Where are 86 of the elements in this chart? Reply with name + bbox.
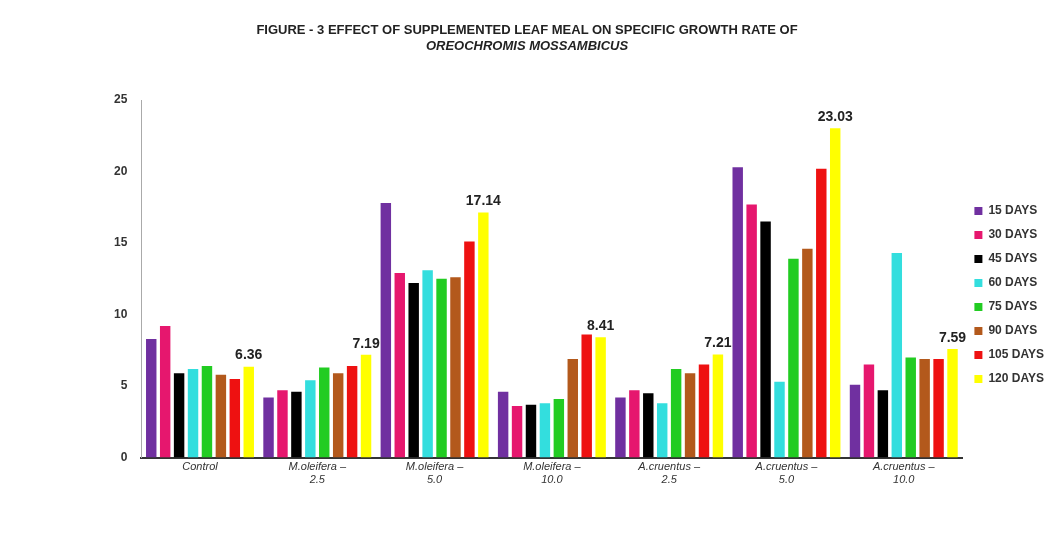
bar bbox=[877, 390, 889, 458]
bar bbox=[849, 384, 861, 458]
legend-label: 120 DAYS bbox=[988, 371, 1044, 386]
bar bbox=[263, 397, 274, 458]
bar bbox=[291, 391, 302, 458]
legend-label: 105 DAYS bbox=[988, 347, 1044, 362]
x-tick-label: M.oleifera – 2.5 bbox=[288, 460, 347, 486]
bar bbox=[891, 253, 903, 458]
legend-label: 45 DAYS bbox=[988, 251, 1038, 266]
bar bbox=[346, 366, 358, 458]
x-tick-label: M.oleifera – 5.0 bbox=[405, 460, 465, 486]
bar bbox=[408, 283, 419, 458]
bar bbox=[698, 364, 710, 458]
bar bbox=[497, 391, 509, 458]
bar bbox=[422, 270, 433, 458]
bar bbox=[511, 406, 523, 458]
data-label: 7.21 bbox=[704, 334, 732, 351]
bar bbox=[656, 403, 668, 458]
bar bbox=[802, 248, 813, 458]
bar bbox=[332, 373, 344, 458]
bar bbox=[643, 393, 654, 458]
bar bbox=[305, 380, 316, 458]
x-tick-label: A.cruentus – 2.5 bbox=[637, 460, 701, 486]
bar bbox=[215, 374, 227, 458]
bar bbox=[553, 398, 565, 458]
bar bbox=[863, 364, 875, 458]
y-tick-label: 10 bbox=[113, 306, 128, 321]
bar bbox=[788, 258, 799, 458]
bar bbox=[277, 390, 288, 458]
bar bbox=[525, 404, 537, 458]
bar bbox=[450, 277, 461, 458]
bar bbox=[243, 366, 254, 458]
bar bbox=[670, 368, 682, 458]
bar bbox=[629, 390, 640, 458]
y-tick-label: 20 bbox=[113, 163, 128, 178]
bar bbox=[201, 366, 213, 458]
bar bbox=[905, 357, 916, 458]
bar bbox=[380, 202, 392, 458]
legend-label: 30 DAYS bbox=[988, 227, 1038, 242]
bar bbox=[187, 368, 199, 458]
x-tick-label: A.cruentus – 5.0 bbox=[754, 460, 819, 486]
legend-label: 15 DAYS bbox=[988, 203, 1038, 218]
x-tick-label: Control bbox=[182, 460, 219, 473]
y-tick-label: 0 bbox=[120, 449, 128, 464]
bar bbox=[816, 168, 827, 458]
y-tick-label: 25 bbox=[113, 92, 128, 107]
bar bbox=[567, 358, 578, 458]
data-label: 6.36 bbox=[235, 346, 263, 363]
chart-title: FIGURE - 3 EFFECT OF SUPPLEMENTED LEAF MEAL ON SPECIFIC GROWTH RATE OF bbox=[255, 22, 799, 37]
bar bbox=[146, 338, 157, 458]
bar bbox=[746, 204, 757, 458]
bar bbox=[394, 273, 405, 458]
y-tick-label: 5 bbox=[120, 378, 128, 393]
bar bbox=[947, 349, 958, 458]
x-tick-label: A.cruentus – 10.0 bbox=[871, 460, 936, 486]
legend-label: 75 DAYS bbox=[988, 299, 1038, 314]
bar bbox=[319, 367, 330, 458]
legend-label: 60 DAYS bbox=[988, 275, 1038, 290]
bar bbox=[539, 403, 551, 458]
bar bbox=[464, 241, 475, 458]
bar bbox=[615, 397, 626, 458]
bar bbox=[933, 358, 944, 458]
bar bbox=[919, 358, 930, 458]
chart-subtitle: OREOCHROMIS MOSSAMBICUS bbox=[424, 38, 630, 53]
data-label: 8.41 bbox=[587, 317, 615, 334]
bar bbox=[360, 354, 372, 458]
legend-label: 90 DAYS bbox=[988, 323, 1038, 338]
y-tick-label: 15 bbox=[113, 235, 128, 250]
bar bbox=[712, 354, 724, 458]
bar bbox=[173, 373, 185, 458]
data-label: 17.14 bbox=[465, 192, 502, 209]
data-label: 7.19 bbox=[352, 334, 380, 351]
bar bbox=[581, 334, 592, 458]
bar bbox=[684, 373, 696, 458]
bar bbox=[829, 128, 841, 458]
bar bbox=[760, 221, 771, 458]
bar bbox=[478, 212, 489, 458]
bar bbox=[436, 278, 447, 458]
bar bbox=[159, 326, 171, 458]
bar bbox=[774, 381, 785, 458]
bar bbox=[732, 167, 743, 458]
bar bbox=[229, 378, 241, 458]
bar bbox=[595, 337, 606, 458]
x-tick-label: M.oleifera – 10.0 bbox=[523, 460, 582, 486]
data-label: 23.03 bbox=[817, 108, 853, 125]
data-label: 7.59 bbox=[938, 328, 967, 345]
